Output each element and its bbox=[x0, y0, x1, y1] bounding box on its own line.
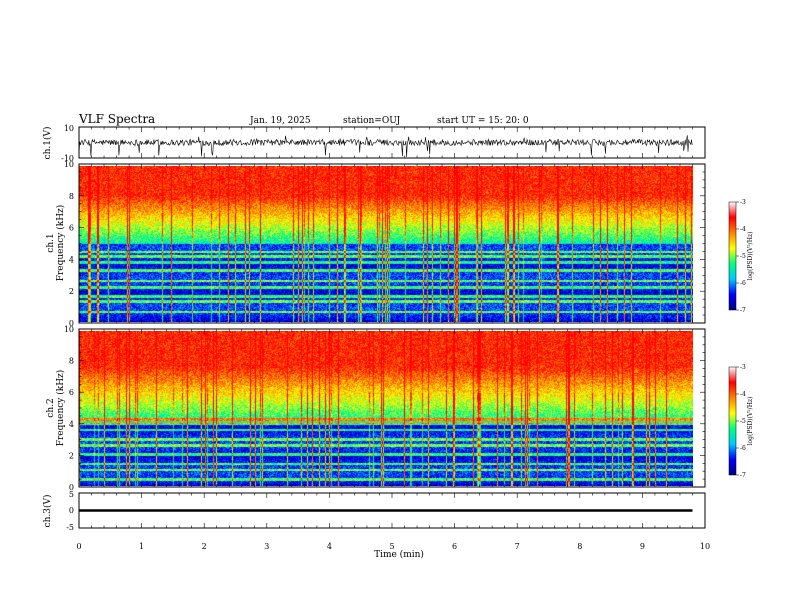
waveform-ch3-panel: 5 0 -5 ch.3(V) bbox=[42, 490, 706, 532]
colorbar-ch1-label: log(PSD)(V²/Hz) bbox=[747, 232, 754, 281]
time-tick-label: 7 bbox=[515, 542, 520, 551]
colorbar-tick-label: -7 bbox=[740, 472, 746, 479]
freq-tick-label: 0 bbox=[69, 483, 74, 492]
time-tick-label: 8 bbox=[577, 542, 582, 551]
waveform-ch1-panel: 10 -10 ch.1(V) bbox=[42, 124, 706, 163]
freq-tick-label: 6 bbox=[69, 388, 74, 397]
figure-title: VLF Spectra bbox=[78, 112, 155, 126]
freq-tick-label: 4 bbox=[69, 255, 74, 264]
time-tick-label: 4 bbox=[327, 542, 332, 551]
time-axis-ticks bbox=[78, 127, 706, 528]
spectrogram-ch1-ylabel-frequency: Frequency (kHz) bbox=[55, 205, 66, 282]
spectrogram-ch2-image bbox=[79, 331, 693, 486]
spectrogram-ch2-ylabel-channel: ch.2 bbox=[46, 398, 56, 417]
colorbar-tick-label: -5 bbox=[740, 253, 746, 260]
colorbar-tick-label: -7 bbox=[740, 307, 746, 314]
time-tick-label: 2 bbox=[202, 542, 207, 551]
colorbar-ch2: -3 -4 -5 -6 -7 log(PSD)(V²/Hz) bbox=[728, 364, 754, 479]
date-label: Jan. 19, 2025 bbox=[249, 116, 311, 126]
colorbar-ch1-ticks: -3 -4 -5 -6 -7 bbox=[736, 199, 746, 314]
colorbar-tick-label: -3 bbox=[740, 364, 746, 371]
colorbar-ch1-gradient bbox=[728, 201, 737, 311]
ch3-ytick-middle: 0 bbox=[69, 506, 74, 515]
freq-tick-label: 2 bbox=[69, 451, 74, 460]
freq-tick-label: 8 bbox=[69, 357, 74, 366]
colorbar-ch2-ticks: -3 -4 -5 -6 -7 bbox=[736, 364, 746, 479]
waveform-ch1-ylabel: ch.1(V) bbox=[42, 127, 53, 160]
station-label: station=OUJ bbox=[343, 116, 401, 126]
colorbar-tick-label: -5 bbox=[740, 418, 746, 425]
colorbar-tick-label: -6 bbox=[740, 280, 746, 287]
waveform-ch3-ylabel: ch.3(V) bbox=[42, 495, 53, 528]
ch1-ytick-bottom: -10 bbox=[61, 154, 74, 163]
colorbar-tick-label: -3 bbox=[740, 199, 746, 206]
spectrogram-ch2-panel: 0 2 4 6 8 10 ch.2 Frequency (kHz) bbox=[46, 325, 706, 492]
spectrogram-ch1-ylabel-channel: ch.1 bbox=[46, 233, 56, 252]
spectrogram-ch2-ylabel-frequency: Frequency (kHz) bbox=[55, 370, 66, 447]
time-tick-label: 0 bbox=[76, 542, 81, 551]
colorbar-tick-label: -6 bbox=[740, 445, 746, 452]
spectrogram-ch2-yticks: 0 2 4 6 8 10 bbox=[64, 325, 705, 492]
time-tick-label: 9 bbox=[640, 542, 645, 551]
colorbar-tick-label: -4 bbox=[740, 226, 746, 233]
freq-tick-label: 4 bbox=[69, 420, 74, 429]
time-tick-label: 5 bbox=[389, 542, 394, 551]
colorbar-ch1: -3 -4 -5 -6 -7 log(PSD)(V²/Hz) bbox=[728, 199, 754, 314]
colorbar-ch2-label: log(PSD)(V²/Hz) bbox=[747, 397, 754, 446]
start-time-label: start UT = 15: 20: 0 bbox=[437, 116, 529, 126]
colorbar-ch2-gradient bbox=[728, 366, 737, 476]
freq-tick-label: 10 bbox=[64, 160, 74, 169]
freq-tick-label: 8 bbox=[69, 192, 74, 201]
freq-tick-label: 0 bbox=[69, 319, 74, 328]
time-tick-label: 10 bbox=[700, 542, 710, 551]
time-tick-label: 3 bbox=[264, 542, 269, 551]
time-tick-label: 6 bbox=[452, 542, 457, 551]
time-tick-label: 1 bbox=[139, 542, 144, 551]
freq-tick-label: 10 bbox=[64, 325, 74, 334]
spectrogram-ch1-yticks: 0 2 4 6 8 10 bbox=[64, 160, 705, 328]
time-axis-tick-labels: 0 1 2 3 4 5 6 7 8 9 10 bbox=[76, 542, 710, 551]
colorbar-tick-label: -4 bbox=[740, 391, 746, 398]
spectrogram-ch1-panel: 0 2 4 6 8 10 ch.1 Frequency (kHz) bbox=[46, 160, 706, 328]
freq-tick-label: 6 bbox=[69, 224, 74, 233]
ch3-ytick-bottom: -5 bbox=[66, 523, 74, 532]
time-axis-label: Time (min) bbox=[374, 549, 424, 560]
spectrogram-ch1-image bbox=[79, 166, 693, 322]
ch3-ytick-top: 5 bbox=[69, 490, 74, 499]
ch1-ytick-top: 10 bbox=[64, 124, 74, 133]
waveform-ch1-trace bbox=[78, 135, 693, 158]
freq-tick-label: 2 bbox=[69, 287, 74, 296]
